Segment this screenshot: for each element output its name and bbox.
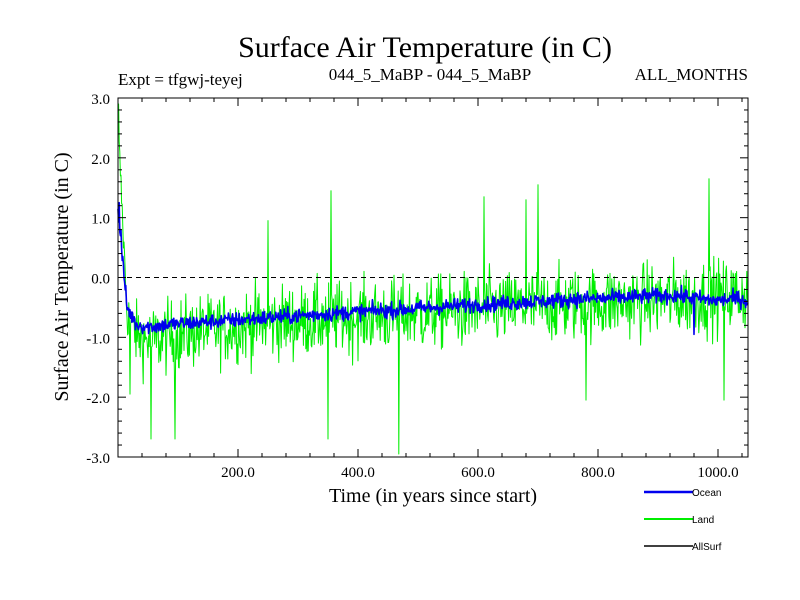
y-tick-label: 0.0 (91, 272, 110, 288)
x-axis-title: Time (in years since start) (329, 485, 537, 507)
x-tick-label: 800.0 (581, 465, 615, 481)
x-tick-label: 400.0 (341, 465, 375, 481)
legend-label-allsurf: AllSurf (692, 542, 722, 553)
y-tick-label: 3.0 (91, 92, 110, 108)
series-land-line (117, 103, 749, 455)
y-tick-label: -3.0 (86, 451, 110, 467)
plot-area: 3.0 2.0 1.0 0.0 -1.0 -2.0 -3.0 200.0 400.0 600.0 8… (86, 92, 749, 481)
experiment-period-label: 044_5_MaBP - 044_5_MaBP (329, 65, 531, 84)
legend-label-ocean: Ocean (692, 488, 721, 499)
chart-title: Surface Air Temperature (in C) (238, 31, 612, 64)
y-tick-label: 2.0 (91, 152, 110, 168)
x-tick-label: 1000.0 (697, 465, 738, 481)
legend: Ocean Land AllSurf (644, 488, 722, 553)
months-label: ALL_MONTHS (635, 65, 748, 84)
y-tick-label: -2.0 (86, 391, 110, 407)
y-axis-title: Surface Air Temperature (in C) (51, 152, 73, 401)
x-tick-label: 600.0 (461, 465, 495, 481)
y-tick-label: 1.0 (91, 212, 110, 228)
x-tick-label: 200.0 (221, 465, 255, 481)
legend-label-land: Land (692, 515, 714, 526)
series-ocean-line (117, 201, 749, 336)
y-tick-label: -1.0 (86, 331, 110, 347)
experiment-label: Expt = tfgwj-teyej (118, 70, 243, 89)
